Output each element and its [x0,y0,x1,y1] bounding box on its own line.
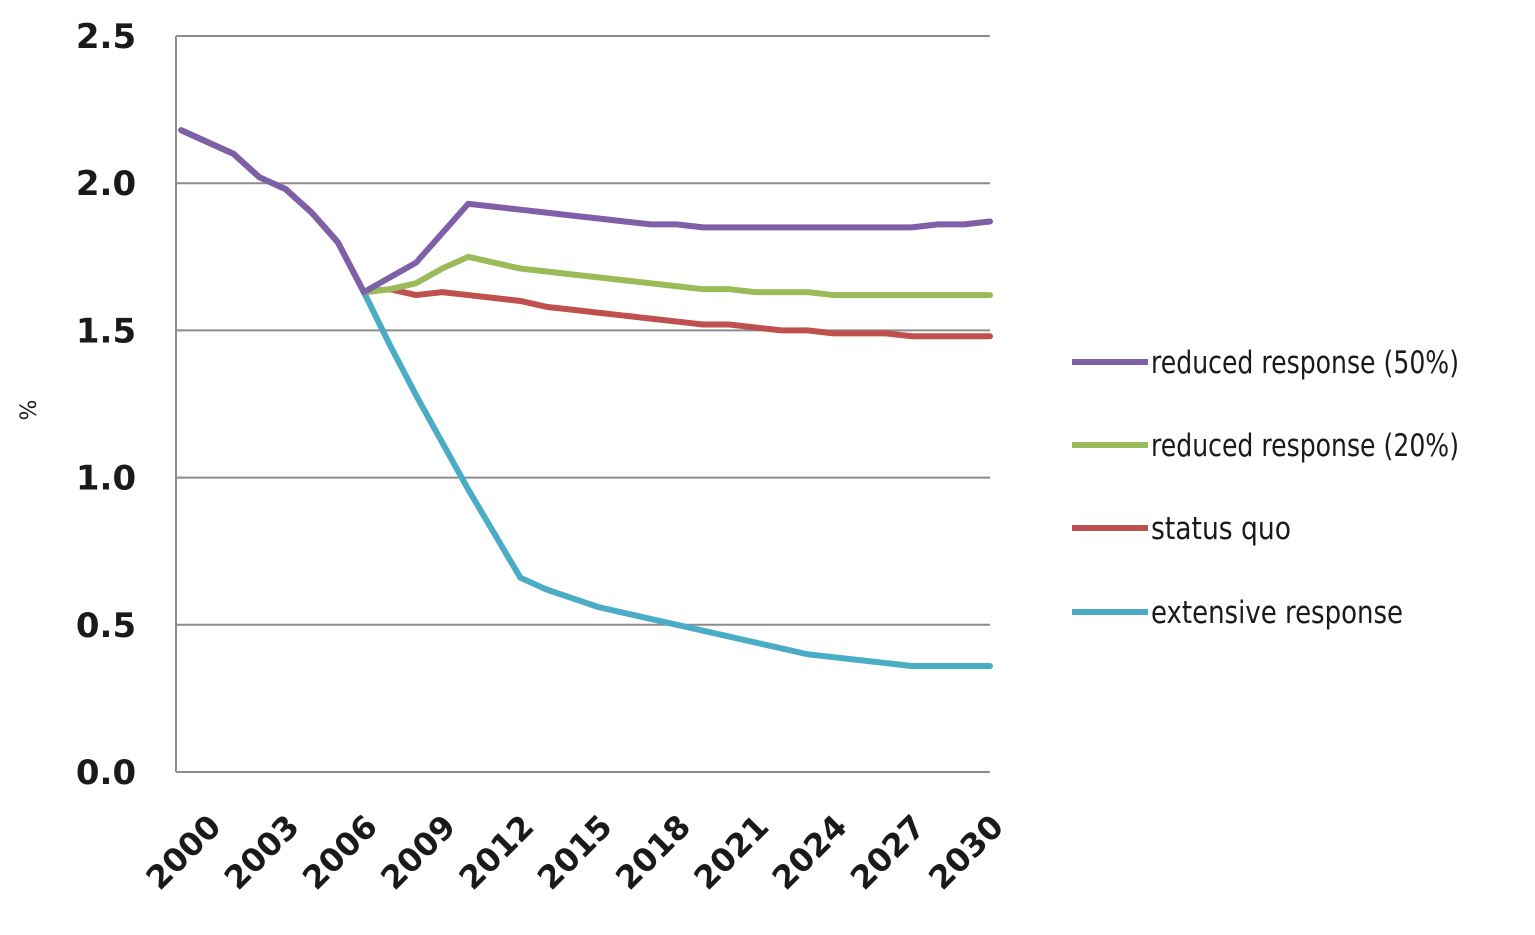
x-tick-label: 2018 [608,807,698,897]
x-tick-label: 2027 [843,807,933,897]
y-tick-labels: 0.0 0.5 1.0 1.5 2.0 2.5 [76,17,136,793]
legend-label: status quo [1151,511,1291,547]
x-tick-label: 2030 [921,807,1011,897]
legend-item: reduced response (50%) [1072,345,1459,381]
series-line [178,127,993,340]
legend-label: extensive response [1151,595,1403,631]
y-tick-label: 2.0 [76,164,136,204]
series-lines [178,127,993,670]
y-tick-label: 2.5 [76,17,136,57]
x-tick-label: 2009 [373,807,463,897]
series-line [178,127,993,299]
x-tick-label: 2024 [765,807,855,897]
x-tick-labels: 2000200320062009201220152018202120242027… [139,807,1012,897]
legend-item: extensive response [1072,595,1403,631]
y-tick-label: 1.5 [76,311,136,351]
legend-item: reduced response (20%) [1072,428,1459,464]
x-tick-label: 2003 [217,807,307,897]
x-tick-label: 2015 [530,807,620,897]
x-tick-label: 2012 [452,807,542,897]
x-tick-label: 2021 [686,807,776,897]
y-tick-label: 0.0 [76,753,136,793]
legend: reduced response (50%) reduced response (… [1072,345,1459,631]
x-tick-label: 2000 [139,807,229,897]
gridlines [176,35,990,773]
y-axis-label: % [17,400,42,421]
y-tick-label: 1.0 [76,459,136,499]
legend-label: reduced response (50%) [1151,345,1459,381]
legend-item: status quo [1072,511,1291,547]
series-line [178,127,993,296]
legend-label: reduced response (20%) [1151,428,1459,464]
x-tick-label: 2006 [295,807,385,897]
series-line [178,127,993,670]
y-tick-label: 0.5 [76,606,136,646]
